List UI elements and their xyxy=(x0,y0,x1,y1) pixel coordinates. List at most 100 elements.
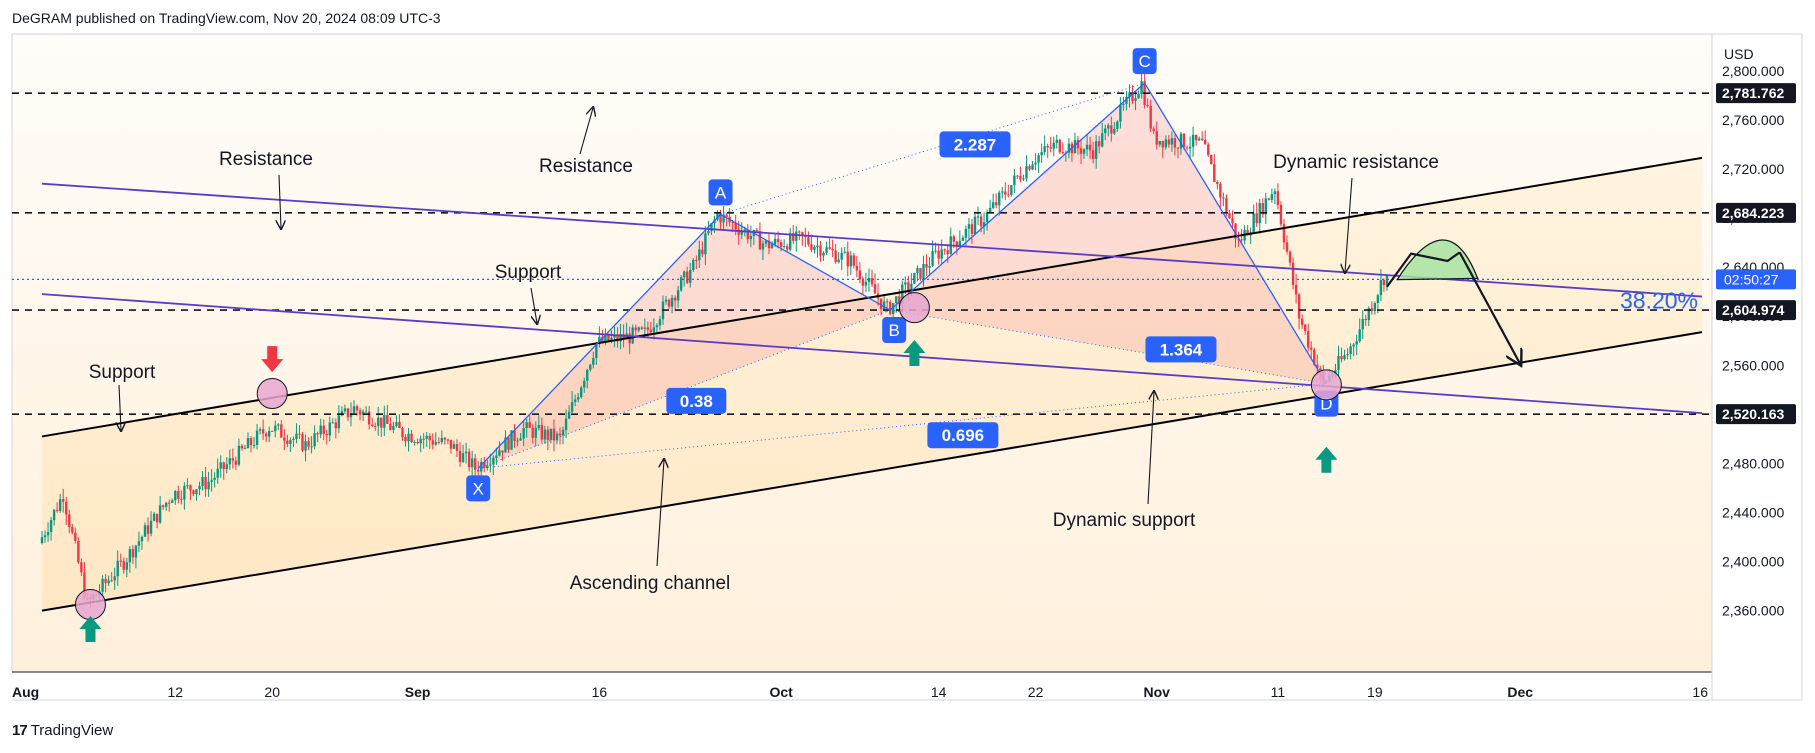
candle-body xyxy=(1058,139,1062,153)
candle-body xyxy=(1122,104,1125,106)
candle-body xyxy=(607,334,610,342)
candle-body xyxy=(991,202,995,208)
candle-body xyxy=(1219,183,1222,198)
candle-body xyxy=(1085,144,1089,150)
candle-body xyxy=(483,461,486,468)
candle-body xyxy=(455,444,459,451)
candle-body xyxy=(104,578,107,584)
candle-body xyxy=(513,430,516,442)
candle-body xyxy=(328,422,331,436)
candle-body xyxy=(152,513,156,521)
pattern-leg xyxy=(720,213,891,311)
time-axis[interactable]: Aug 12 20 Sep 16 Oct 14 22 Nov 11 19 Dec 16 xyxy=(12,684,1708,700)
candle-body xyxy=(592,358,595,365)
candle-body xyxy=(952,236,955,242)
candle-body xyxy=(904,282,907,285)
candle-body xyxy=(1128,92,1131,97)
candle-body xyxy=(901,284,904,305)
candle-body xyxy=(643,327,647,329)
candle-body xyxy=(189,485,192,491)
candle-body xyxy=(1261,202,1264,215)
candle-body xyxy=(516,440,519,442)
candle-body xyxy=(346,408,350,418)
candle-body xyxy=(964,228,968,238)
candle-body xyxy=(46,532,50,536)
candle-body xyxy=(1010,185,1013,195)
candle-body xyxy=(340,411,344,416)
highlight-circle xyxy=(74,589,106,621)
candle-body xyxy=(1288,251,1292,263)
chart-markers xyxy=(74,292,1342,643)
candle-body xyxy=(186,485,189,487)
candle-body xyxy=(770,244,774,249)
candle-body xyxy=(452,444,456,449)
candle-body xyxy=(567,411,571,419)
candle-body xyxy=(892,302,895,314)
candle-body xyxy=(143,525,147,537)
candle-body xyxy=(855,265,859,271)
currency-label[interactable]: USD xyxy=(1724,46,1754,62)
tradingview-footer[interactable]: 17 TradingView xyxy=(12,722,113,739)
candle-body xyxy=(888,302,892,314)
candle-body xyxy=(1049,147,1052,149)
candle-body xyxy=(134,545,138,558)
candle-body xyxy=(1031,164,1034,170)
candle-body xyxy=(973,216,977,235)
candle-body xyxy=(1228,213,1231,219)
candle-body xyxy=(525,422,528,428)
candle-body xyxy=(283,437,286,441)
candle-body xyxy=(785,246,789,250)
candle-body xyxy=(467,451,471,468)
candle-body xyxy=(319,425,322,435)
candle-body xyxy=(710,223,713,232)
candle-body xyxy=(573,399,577,403)
candle-body xyxy=(258,429,262,431)
candle-body xyxy=(40,537,44,544)
annotation-label: Ascending channel xyxy=(570,573,731,594)
candle-body xyxy=(1110,125,1113,134)
candle-body xyxy=(322,425,325,435)
price-tick-label: 2,800.000 xyxy=(1722,63,1784,79)
candle-body xyxy=(1210,155,1213,165)
candle-body xyxy=(1091,150,1095,159)
candle-body xyxy=(782,246,786,248)
candle-body xyxy=(882,301,886,310)
candle-body xyxy=(419,438,422,444)
candle-body xyxy=(240,445,244,449)
candle-body xyxy=(434,441,437,445)
candle-body xyxy=(764,240,768,244)
candle-body xyxy=(873,284,877,294)
annotation-pointer-arrow xyxy=(1345,177,1353,272)
candle-body xyxy=(1007,194,1010,196)
candle-body xyxy=(637,327,640,331)
candle-body xyxy=(464,451,468,454)
candle-body xyxy=(443,437,447,440)
candle-body xyxy=(504,437,507,453)
candle-body xyxy=(1067,143,1071,153)
candle-body xyxy=(664,299,668,302)
candle-body xyxy=(125,562,129,570)
candle-body xyxy=(413,441,416,443)
candle-body xyxy=(1355,341,1358,345)
candle-body xyxy=(1310,347,1313,350)
candle-body xyxy=(449,439,453,449)
candle-body xyxy=(495,455,498,458)
candle-body xyxy=(1167,139,1171,145)
candle-body xyxy=(316,433,319,435)
price-axis[interactable]: 2,360.000 2,400.000 2,440.000 2,480.000 2,52… xyxy=(1716,63,1796,619)
annotation-label: Support xyxy=(495,262,562,283)
candle-body xyxy=(1182,133,1186,148)
candle-body xyxy=(704,233,707,255)
candle-body xyxy=(1001,191,1004,193)
candle-body xyxy=(1291,262,1295,286)
publish-header: DeGRAM published on TradingView.com, Nov… xyxy=(12,10,441,26)
candle-body xyxy=(177,490,180,499)
candle-body xyxy=(686,271,689,283)
candle-body xyxy=(858,270,862,280)
candle-body xyxy=(1373,303,1377,311)
candle-body xyxy=(234,460,238,465)
candle-body xyxy=(52,509,56,521)
candle-body xyxy=(988,207,992,213)
candle-body xyxy=(343,408,347,412)
